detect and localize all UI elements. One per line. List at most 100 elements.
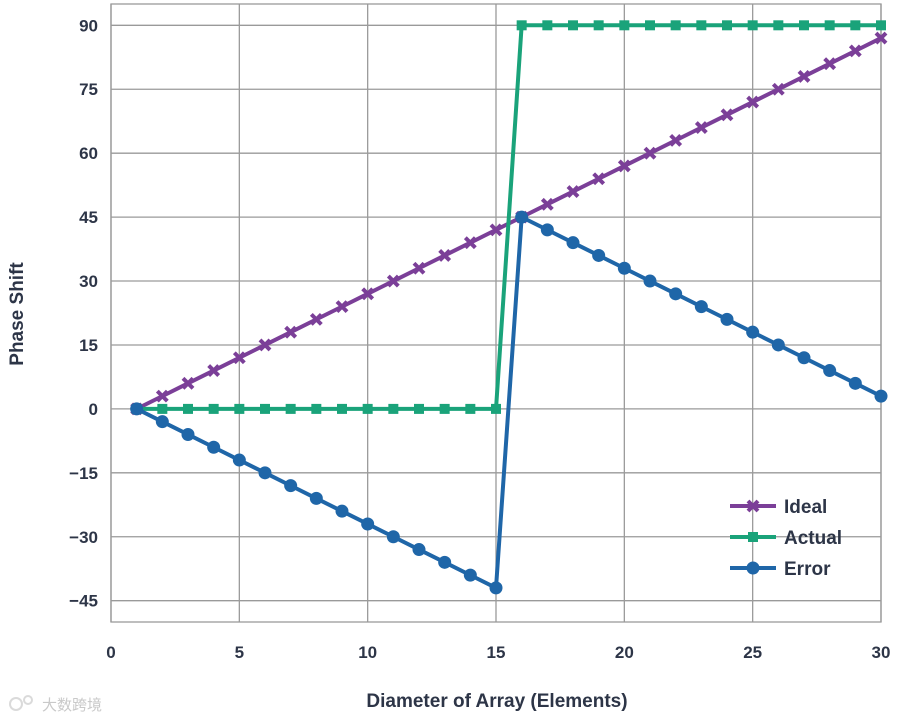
data-point-error [669, 287, 683, 301]
data-point-ideal [643, 146, 657, 160]
data-point-error [284, 479, 298, 493]
data-point-ideal [489, 223, 503, 237]
y-tick-label: 75 [79, 80, 98, 99]
watermark-logo-icon [9, 695, 33, 711]
legend-item-ideal: Ideal [730, 497, 827, 518]
y-axis-ticks: −45 −30 −15 0 15 30 45 60 75 90 [69, 16, 98, 610]
data-point-ideal [592, 172, 606, 186]
data-point-ideal [540, 197, 554, 211]
data-point-ideal [797, 70, 811, 83]
data-point-error [438, 555, 452, 569]
data-point-error [155, 415, 169, 429]
data-point-error [592, 248, 606, 262]
data-point-actual [542, 20, 553, 31]
data-point-ideal [720, 108, 734, 122]
y-tick-label: 90 [79, 16, 98, 35]
data-point-actual [799, 20, 809, 31]
data-point-ideal [412, 261, 426, 275]
data-point-actual [388, 403, 399, 414]
data-point-ideal [874, 31, 888, 45]
data-point-actual [747, 20, 758, 31]
y-tick-label: 0 [89, 400, 98, 419]
data-point-error [771, 338, 785, 352]
data-point-actual [311, 403, 322, 414]
data-point-ideal [823, 57, 837, 71]
legend-label-error: Error [784, 559, 831, 580]
y-tick-label: −45 [69, 592, 98, 611]
y-tick-label: −30 [69, 528, 98, 547]
data-point-actual [337, 403, 347, 414]
data-point-error [797, 351, 811, 365]
data-point-ideal [438, 249, 452, 262]
data-point-actual [439, 403, 450, 414]
data-point-ideal [335, 300, 349, 314]
data-point-ideal [617, 159, 631, 173]
legend-marker-actual [748, 532, 758, 542]
y-tick-label: 45 [79, 208, 98, 227]
x-tick-label: 30 [872, 643, 891, 662]
y-tick-label: −15 [69, 464, 98, 483]
series-line-error [135, 215, 882, 590]
x-axis-title: Diameter of Array (Elements) [366, 691, 627, 712]
watermark-text: 大数跨境 [42, 696, 102, 714]
data-point-actual [183, 403, 193, 414]
data-point-actual [824, 20, 835, 31]
x-tick-label: 25 [743, 643, 762, 662]
legend-item-actual: Actual [730, 528, 842, 549]
data-point-actual [491, 403, 501, 414]
data-point-error [823, 364, 837, 378]
data-point-error [412, 543, 426, 557]
series-actual [131, 20, 886, 414]
data-point-actual [876, 20, 886, 31]
data-point-error [361, 517, 375, 531]
data-point-ideal [669, 133, 683, 147]
data-point-error [335, 504, 349, 518]
data-point-error [515, 210, 529, 224]
legend-marker-ideal [746, 499, 760, 513]
data-point-error [694, 300, 708, 314]
data-point-actual [722, 20, 732, 31]
data-point-actual [645, 20, 655, 31]
data-point-ideal [566, 185, 580, 198]
x-tick-label: 20 [615, 643, 634, 662]
data-point-ideal [284, 325, 298, 339]
data-point-actual [593, 20, 604, 31]
legend-item-error: Error [730, 559, 831, 580]
data-point-actual [696, 20, 707, 31]
data-point-error [463, 568, 477, 582]
data-point-ideal [386, 274, 400, 288]
data-point-actual [516, 20, 527, 31]
legend-label-actual: Actual [784, 528, 842, 549]
data-point-actual [465, 403, 476, 414]
y-tick-label: 30 [79, 272, 98, 291]
data-point-actual [362, 403, 373, 414]
data-point-ideal [848, 44, 862, 58]
data-point-ideal [207, 364, 221, 377]
data-point-ideal [771, 82, 785, 96]
data-point-error [874, 389, 888, 403]
legend-label-ideal: Ideal [784, 497, 827, 518]
data-point-ideal [232, 351, 246, 365]
legend-marker-error [746, 561, 760, 575]
x-tick-label: 10 [358, 643, 377, 662]
data-point-ideal [694, 121, 708, 135]
data-point-ideal [746, 95, 760, 109]
data-point-ideal [258, 338, 272, 352]
data-point-error [643, 274, 657, 288]
data-point-ideal [181, 376, 195, 390]
series-group [130, 20, 888, 595]
data-point-error [207, 440, 221, 454]
data-point-actual [619, 20, 630, 31]
x-tick-label: 0 [106, 643, 115, 662]
x-tick-label: 15 [487, 643, 506, 662]
data-point-error [848, 376, 862, 390]
x-axis-ticks: 0 5 10 15 20 25 30 [106, 643, 890, 662]
data-point-actual [773, 20, 784, 31]
data-point-error [258, 466, 272, 480]
x-tick-label: 5 [235, 643, 244, 662]
data-point-actual [850, 20, 861, 31]
data-point-error [386, 530, 400, 544]
data-point-actual [234, 403, 245, 414]
data-point-error [540, 223, 554, 237]
